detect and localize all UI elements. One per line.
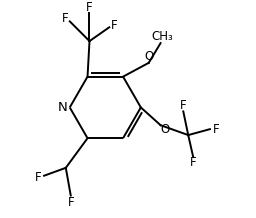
Text: F: F: [67, 196, 74, 209]
Text: O: O: [160, 123, 169, 136]
Text: N: N: [58, 101, 68, 114]
Text: F: F: [61, 12, 68, 25]
Text: F: F: [35, 171, 41, 184]
Text: F: F: [111, 19, 118, 32]
Text: CH₃: CH₃: [152, 30, 173, 43]
Text: F: F: [212, 123, 219, 136]
Text: O: O: [144, 50, 153, 63]
Text: F: F: [190, 156, 196, 169]
Text: F: F: [180, 99, 187, 112]
Text: F: F: [86, 1, 93, 14]
